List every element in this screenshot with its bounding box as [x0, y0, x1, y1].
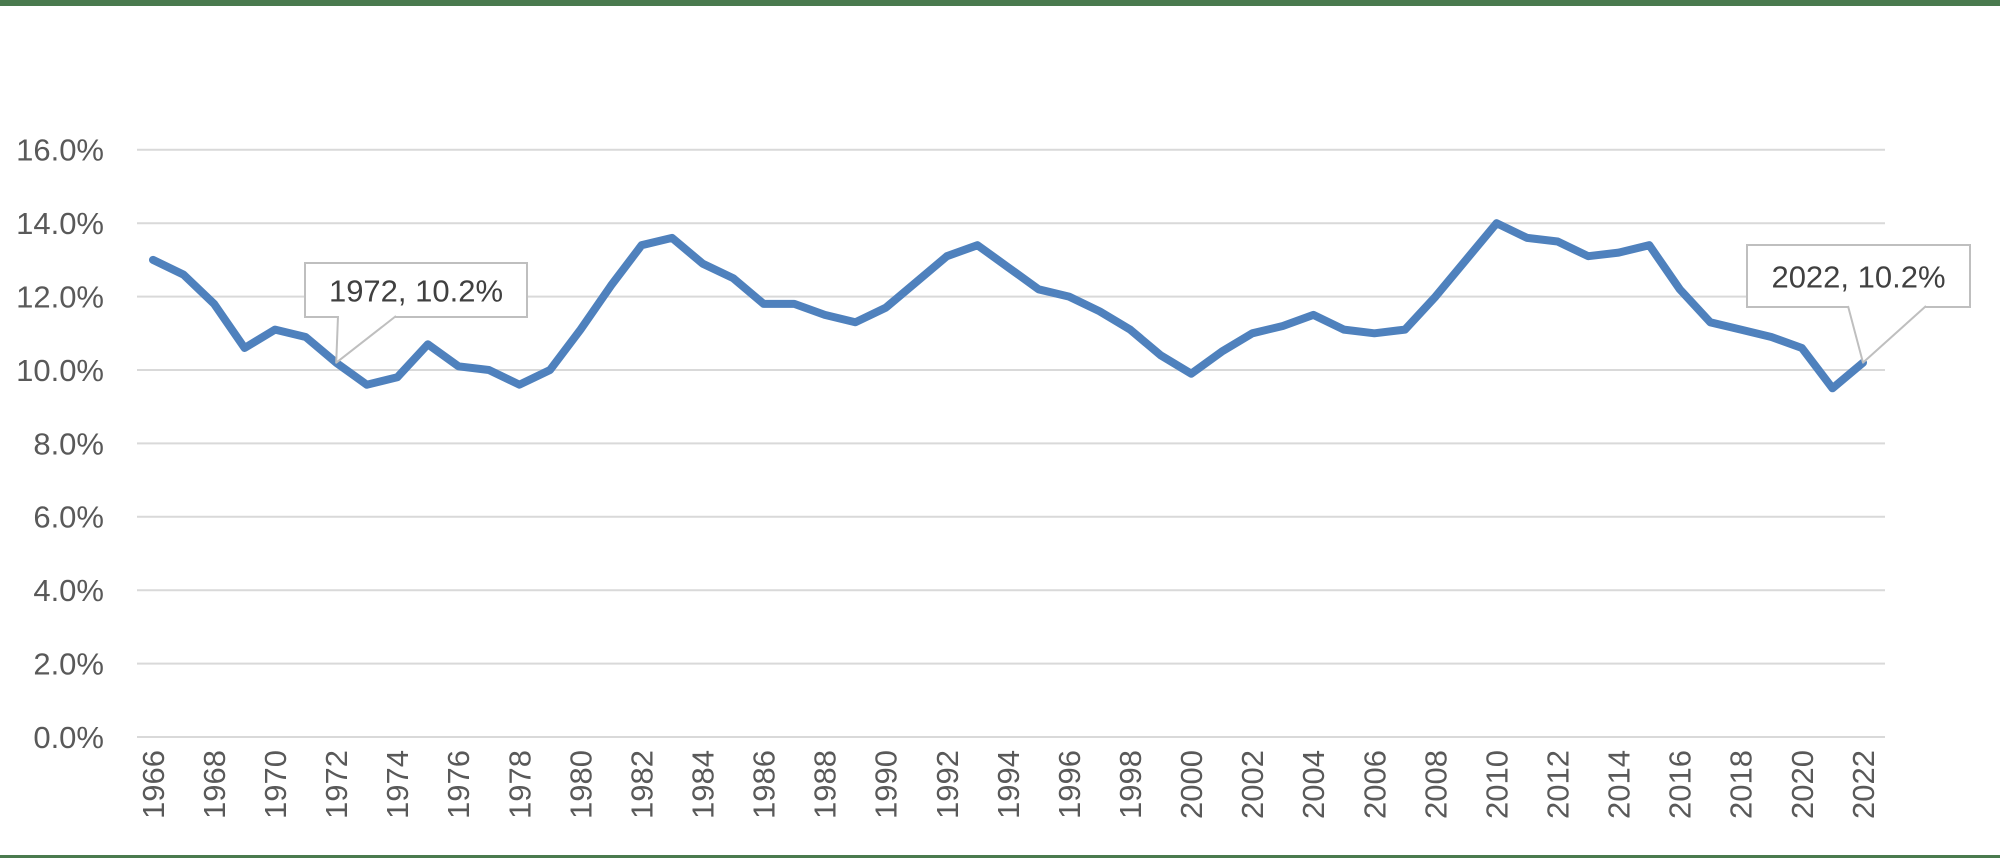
x-axis-tick-label: 1994: [991, 750, 1026, 819]
x-axis-tick-label: 2014: [1602, 750, 1637, 819]
x-axis-tick-label: 1978: [502, 750, 537, 819]
callout-box: [1746, 244, 1971, 308]
x-axis-tick-label: 1992: [930, 750, 965, 819]
y-axis-tick-label: 8.0%: [33, 426, 104, 461]
x-axis-tick-label: 1988: [808, 750, 843, 819]
x-axis-tick-label: 2002: [1235, 750, 1270, 819]
y-axis-tick-label: 16.0%: [16, 133, 104, 168]
callout-box: [304, 262, 528, 318]
bottom-border: [0, 855, 2000, 858]
x-axis-tick-label: 1986: [747, 750, 782, 819]
data-series-line: [149, 219, 1867, 393]
x-axis-tick-label: 1998: [1113, 750, 1148, 819]
x-axis-tick-label: 2004: [1296, 750, 1331, 819]
y-axis-tick-label: 4.0%: [33, 573, 104, 608]
callout-pointer: [335, 315, 397, 364]
x-axis-tick-label: 1968: [197, 750, 232, 819]
x-axis-tick-label: 2016: [1663, 750, 1698, 819]
y-axis-tick-label: 10.0%: [16, 353, 104, 388]
y-axis-tick-label: 2.0%: [33, 646, 104, 681]
x-axis-tick-label: 2022: [1846, 750, 1881, 819]
x-axis-tick-label: 2020: [1785, 750, 1820, 819]
x-axis-tick-label: 2010: [1479, 750, 1514, 819]
y-axis-tick-label: 12.0%: [16, 279, 104, 314]
callout-label: 1972, 10.2%: [329, 273, 503, 308]
x-axis-tick-label: 1966: [136, 750, 171, 819]
y-axis-tick-label: 6.0%: [33, 500, 104, 535]
x-axis-tick-label: 1972: [319, 750, 354, 819]
x-axis-tick-label: 1976: [441, 750, 476, 819]
x-axis-tick-label: 1996: [1052, 750, 1087, 819]
x-axis-tick-label: 2018: [1724, 750, 1759, 819]
x-axis-tick-label: 1980: [563, 750, 598, 819]
x-axis-tick-label: 2008: [1418, 750, 1453, 819]
x-axis-tick-label: 1970: [258, 750, 293, 819]
x-axis-tick-label: 1990: [869, 750, 904, 819]
x-axis-tick-label: 2000: [1174, 750, 1209, 819]
callout-label: 2022, 10.2%: [1771, 259, 1945, 294]
x-axis-tick-label: 1974: [380, 750, 415, 819]
x-axis-tick-label: 1984: [685, 750, 720, 819]
callout-pointer: [1847, 305, 1927, 364]
x-axis-tick-label: 1982: [624, 750, 659, 819]
x-axis-tick-label: 2012: [1540, 750, 1575, 819]
top-border: [0, 0, 2000, 6]
x-axis-tick-label: 2006: [1357, 750, 1392, 819]
y-axis-tick-label: 0.0%: [33, 720, 104, 755]
y-axis-tick-label: 14.0%: [16, 206, 104, 241]
